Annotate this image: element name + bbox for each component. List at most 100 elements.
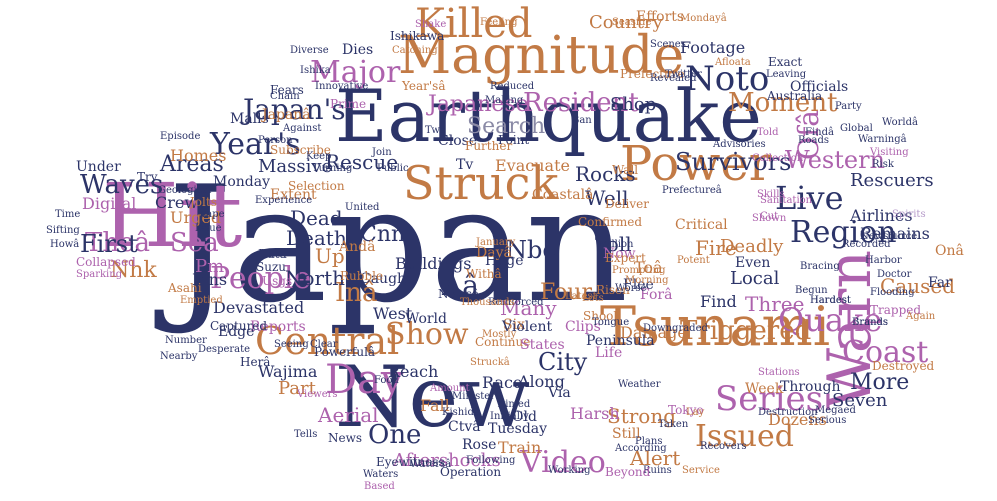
cloud-word: Devastated <box>213 298 305 317</box>
cloud-word: Year's <box>210 127 301 162</box>
cloud-word: First <box>80 230 138 258</box>
cloud-word: Subscribe <box>270 143 331 157</box>
cloud-word: Dozens <box>768 410 827 429</box>
cloud-word: Damage <box>620 323 687 342</box>
cloud-word: Still <box>612 426 641 442</box>
cloud-word: Doctor <box>877 269 912 280</box>
cloud-word: Australia <box>767 89 823 103</box>
cloud-word: Reduced <box>490 81 535 92</box>
cloud-word: Join <box>372 147 392 158</box>
cloud-word: Time <box>55 209 81 220</box>
cloud-word: Risk <box>872 159 894 170</box>
cloud-word: Airlines <box>850 206 913 225</box>
cloud-word: Potent <box>677 255 710 266</box>
cloud-word: Prefecture <box>620 67 685 81</box>
cloud-word: Aftershocks <box>393 450 501 471</box>
cloud-word: Fears <box>270 83 304 97</box>
cloud-word: Lots <box>582 293 604 304</box>
cloud-word: Flee <box>623 277 654 293</box>
cloud-word: Hit <box>102 164 243 267</box>
cloud-word: Alert <box>630 446 681 470</box>
cloud-word: Officials <box>790 79 849 95</box>
cloud-word: North <box>285 266 346 290</box>
cloud-word: Mondayâ <box>680 13 727 24</box>
cloud-word: Japan <box>168 151 629 338</box>
cloud-word: Rubble <box>340 269 384 283</box>
cloud-word: Huge <box>485 253 524 269</box>
cloud-word: Watersâ <box>410 459 452 470</box>
cloud-word: Jolts <box>190 195 217 209</box>
cloud-word: Ishika <box>300 65 331 76</box>
cloud-word: Waters <box>363 469 399 480</box>
cloud-word: Captured <box>210 319 268 333</box>
cloud-word: Caused <box>880 274 956 298</box>
cloud-word: Dead <box>290 206 343 230</box>
cloud-word: Massive <box>258 156 333 177</box>
cloud-word: Rocks <box>575 162 636 186</box>
cloud-word: Bracing <box>800 261 840 272</box>
cloud-word: Onâ <box>935 243 964 259</box>
cloud-word: Week <box>745 381 784 397</box>
cloud-word: Triggered <box>680 316 812 346</box>
cloud-word: Prefectureâ <box>662 185 722 196</box>
cloud-word: Homes <box>170 146 227 165</box>
cloud-word: Crews <box>155 193 207 212</box>
cloud-word: Roads <box>798 135 830 146</box>
cloud-word: Pm <box>195 256 225 277</box>
cloud-word: Edge <box>218 324 255 340</box>
cloud-word: Prompting <box>612 265 666 276</box>
cloud-word: Digital <box>82 194 137 213</box>
cloud-word: Powerfulâ <box>314 345 376 359</box>
cloud-word: Power <box>620 136 772 192</box>
cloud-word: Vape <box>200 209 225 220</box>
cloud-word: Based <box>364 481 395 492</box>
cloud-word: Footage <box>680 38 746 57</box>
cloud-word: Major <box>310 55 401 90</box>
cloud-word: Withâ <box>466 267 502 281</box>
cloud-word: Peninsula <box>586 333 655 349</box>
cloud-word: Struckâ <box>470 357 510 368</box>
cloud-word: Three <box>745 292 805 316</box>
cloud-word: Struck <box>403 156 559 210</box>
cloud-word: States <box>520 337 565 353</box>
cloud-word: Seven <box>832 390 888 411</box>
cloud-word: Series <box>715 379 824 419</box>
cloud-word: Moment <box>728 88 838 118</box>
cloud-word: Tsunami <box>600 295 831 358</box>
cloud-word: Minister <box>452 391 495 402</box>
cloud-word: Harbor <box>865 255 902 266</box>
cloud-word: Tells <box>294 429 318 440</box>
cloud-word: Working <box>548 465 591 476</box>
cloud-word: Under <box>76 159 121 175</box>
cloud-word: Reinforced <box>488 297 544 308</box>
cloud-word: Twitter <box>665 69 702 80</box>
cloud-word: Hardest <box>810 295 851 306</box>
cloud-word: Experience <box>255 195 313 206</box>
cloud-word: Up <box>315 244 345 268</box>
cloud-word: Point <box>498 133 530 147</box>
cloud-word: Worse <box>615 283 647 294</box>
cloud-word: Taken <box>658 419 689 430</box>
cloud-word: Rose <box>462 437 497 453</box>
cloud-word: Along <box>518 372 565 391</box>
cloud-word: Party <box>835 101 862 112</box>
cloud-word: Skills <box>757 189 785 200</box>
cloud-word: Collapsed <box>76 255 136 269</box>
cloud-word: Megaed <box>815 405 856 416</box>
cloud-word: Critical <box>675 217 728 233</box>
cloud-word: Public <box>377 163 409 174</box>
cloud-word: Service <box>682 465 720 476</box>
cloud-word: Via <box>548 385 571 401</box>
cloud-word: Nbc <box>506 236 556 264</box>
cloud-word: Warningâ <box>858 134 907 145</box>
cloud-word: Japanese <box>428 92 529 117</box>
cloud-word: Shook <box>583 309 621 323</box>
cloud-word: Advisories <box>713 139 766 150</box>
cloud-word: Show <box>385 317 469 352</box>
cloud-word: Begun <box>795 285 828 296</box>
cloud-word: Clear <box>310 339 338 350</box>
cloud-word: Plans <box>635 436 663 447</box>
cloud-word: Region <box>790 215 897 250</box>
cloud-word: Trapped <box>870 303 922 317</box>
